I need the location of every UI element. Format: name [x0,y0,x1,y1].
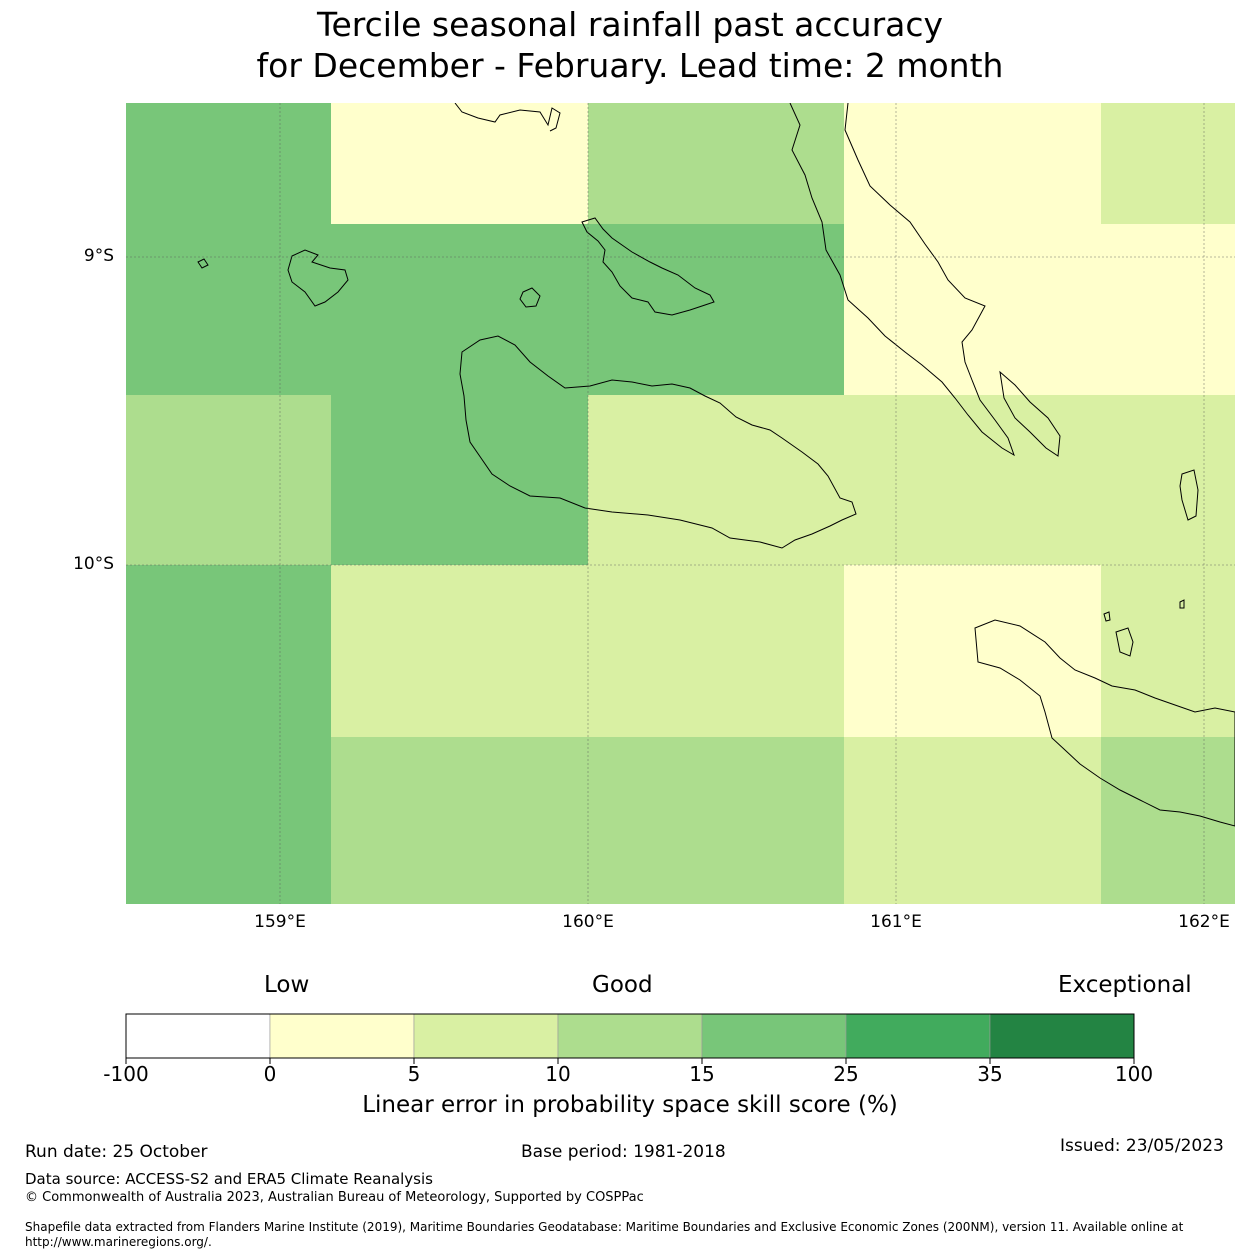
grid-cell [844,565,1101,737]
lon-label-162e: 162°E [1178,912,1230,932]
grid-cell [1101,103,1235,224]
legend-tick: 5 [407,1062,421,1086]
grid-cell [331,224,588,395]
grid-cell [331,737,588,904]
coastline-malaita [789,103,1015,457]
legend-category-low: Low [264,972,310,998]
coastline-north-islands [454,103,561,132]
grid-cell [588,395,844,565]
grid-cell [1101,565,1235,737]
coastlines [197,103,1235,827]
colorbar-segment [701,1013,847,1059]
legend-tick: 25 [833,1062,859,1086]
title-line-1: Tercile seasonal rainfall past accuracy [316,5,944,44]
copyright: © Commonwealth of Australia 2023, Austra… [25,1190,644,1205]
grid-cell [126,224,331,395]
coastline-guadalcanal [459,335,857,549]
lon-label-160e: 160°E [562,912,614,932]
legend-category-good: Good [592,972,653,998]
legend-tick: 15 [689,1062,715,1086]
grid-cell [331,103,588,224]
grid-cell [331,565,588,737]
coastline-maramasike [999,370,1061,457]
coastline-small-island-east [1179,469,1199,521]
lat-label-10s: 10°S [73,554,114,574]
coastline-russell-islands [287,249,349,307]
title-line-2: for December - February. Lead time: 2 mo… [256,46,1004,85]
legend-tick: -100 [103,1062,149,1086]
grid-cell [331,395,588,565]
graticule [126,103,1235,904]
lon-label-161e: 161°E [870,912,922,932]
grid-cell [844,103,1101,224]
colorbar-segment [413,1013,559,1059]
grid-cell [1101,395,1235,565]
grid-cell [588,103,844,224]
coastline-savo-island [519,287,541,308]
colorbar-segment [557,1013,703,1059]
grid-cell [1101,224,1235,395]
chart-title: Tercile seasonal rainfall past accuracy … [0,4,1260,86]
run-date: Run date: 25 October [25,1142,208,1162]
grid-cell [844,395,1101,565]
grid-cell [588,737,844,904]
coastline-san-cristobal [974,619,1235,827]
grid-cell [126,395,331,565]
coastline-islet-a [1103,611,1111,622]
legend-axis-label: Linear error in probability space skill … [362,1092,898,1118]
legend-tick: 100 [1114,1062,1154,1086]
colorbar-segment [125,1013,271,1059]
grid-cell [844,224,1101,395]
grid-cell [1101,737,1235,904]
grid-cell [126,737,331,904]
grid-cell [844,737,1101,904]
coastline-small-island-west [197,258,209,269]
colorbar-segment [269,1013,415,1059]
shapefile-credit: Shapefile data extracted from Flanders M… [25,1220,1184,1249]
data-source: Data source: ACCESS-S2 and ERA5 Climate … [25,1170,433,1188]
base-period: Base period: 1981-2018 [521,1142,726,1162]
issued-date: Issued: 23/05/2023 [1060,1136,1224,1156]
grid-cell [126,565,331,737]
colorbar-segment [989,1013,1135,1059]
colorbar-ticks [125,1058,1135,1064]
coastline-nggela-islands [581,217,715,316]
coastline-islet-b [1179,599,1185,609]
grid-cell [588,224,844,395]
grid-cell [126,103,331,224]
lon-label-159e: 159°E [254,912,306,932]
legend-tick: 35 [977,1062,1003,1086]
colorbar-frame [125,1013,1135,1059]
grid-cell [588,565,844,737]
lat-label-9s: 9°S [83,246,114,266]
colorbar [125,1013,1135,1059]
colorbar-segment [845,1013,991,1059]
skill-grid [126,103,1235,904]
coastline-ulawa [1115,627,1134,657]
legend-tick: 0 [263,1062,277,1086]
legend-category-exceptional: Exceptional [1058,972,1192,998]
legend-tick: 10 [545,1062,571,1086]
